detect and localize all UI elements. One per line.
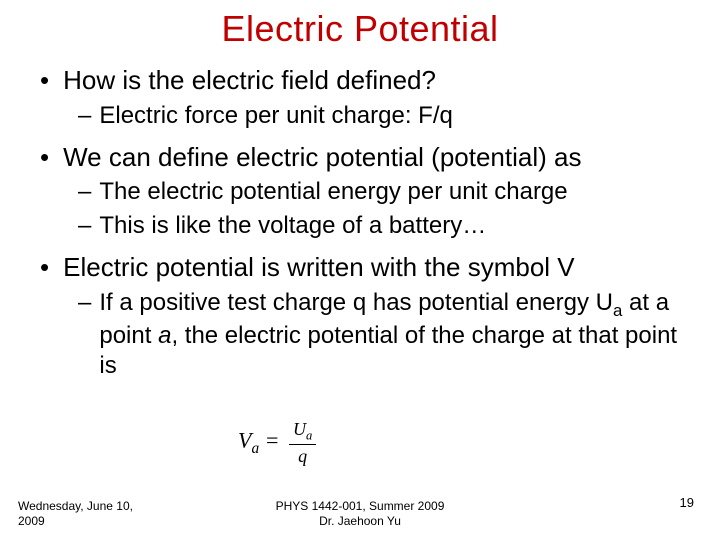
bullet-text: Electric force per unit charge: F/q (99, 101, 452, 131)
bullet-level1: • We can define electric potential (pote… (40, 141, 690, 174)
bullet-dot-icon: • (40, 251, 49, 284)
italic-point: a (158, 322, 171, 349)
footer-course: PHYS 1442-001, Summer 2009 Dr. Jaehoon Y… (276, 499, 445, 528)
formula-lhs-sub: a (251, 440, 259, 457)
footer-date: Wednesday, June 10, 2009 (18, 499, 133, 528)
bullet-text: If a positive test charge q has potentia… (99, 288, 690, 382)
bullet-level2: – This is like the voltage of a battery… (78, 211, 690, 241)
bullet-dot-icon: • (40, 141, 49, 174)
bullet-text: We can define electric potential (potent… (63, 141, 581, 174)
subscript: a (613, 300, 622, 319)
formula-equation: Va = Uaq (238, 420, 316, 465)
footer-page-number: 19 (680, 495, 694, 510)
fraction-num: Ua (289, 420, 316, 445)
bullet-dash-icon: – (78, 177, 91, 207)
bullet-dash-icon: – (78, 101, 91, 131)
formula-eq: = (259, 428, 285, 453)
bullet-level2: – If a positive test charge q has potent… (78, 288, 690, 382)
bullet-text: How is the electric field defined? (63, 64, 436, 97)
slide-title: Electric Potential (30, 8, 690, 50)
footer-line: Dr. Jaehoon Yu (276, 514, 445, 528)
footer-line: PHYS 1442-001, Summer 2009 (276, 499, 445, 513)
bullet-level1: • Electric potential is written with the… (40, 251, 690, 284)
bullet-text: This is like the voltage of a battery… (99, 211, 486, 241)
text-fragment: If a positive test charge q has potentia… (99, 289, 613, 316)
bullet-level2: – The electric potential energy per unit… (78, 177, 690, 207)
bullet-dash-icon: – (78, 211, 91, 241)
bullet-text: The electric potential energy per unit c… (99, 177, 567, 207)
footer-line: 2009 (18, 514, 133, 528)
formula-lhs: V (238, 428, 251, 453)
text-fragment: , the electric potential of the charge a… (99, 322, 677, 379)
fraction-den: q (289, 445, 316, 465)
bullet-text: Electric potential is written with the s… (63, 251, 575, 284)
footer-line: Wednesday, June 10, (18, 499, 133, 513)
subscript: a (306, 429, 312, 443)
bullet-level2: – Electric force per unit charge: F/q (78, 101, 690, 131)
slide: Electric Potential • How is the electric… (0, 0, 720, 540)
bullet-dash-icon: – (78, 288, 91, 318)
text-fragment: U (293, 419, 306, 439)
bullet-level1: • How is the electric field defined? (40, 64, 690, 97)
fraction: Uaq (289, 420, 316, 465)
bullet-dot-icon: • (40, 64, 49, 97)
